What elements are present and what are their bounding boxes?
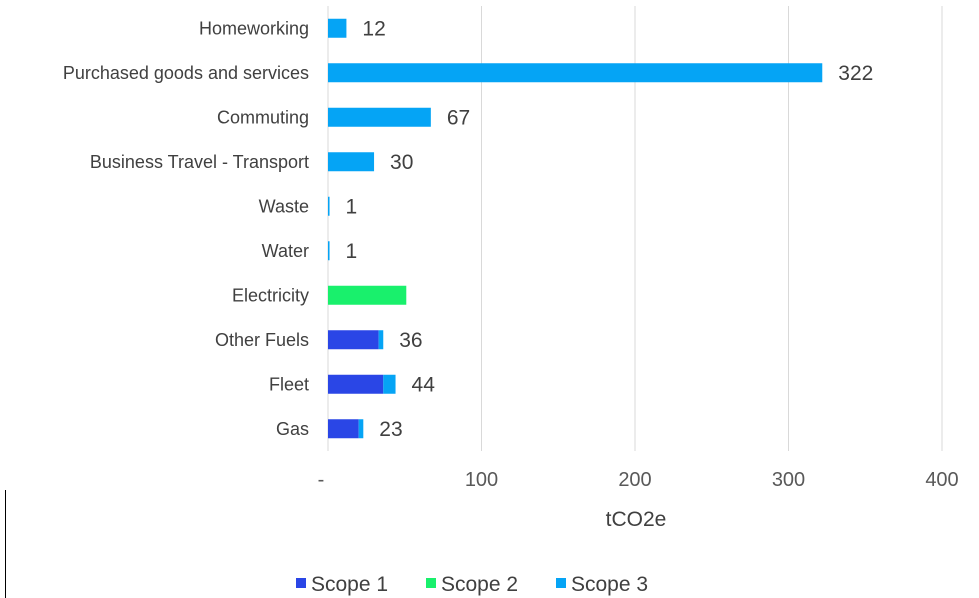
x-tick-label: 100 (465, 469, 498, 491)
data-label: 30 (390, 151, 413, 174)
category-label: Homeworking (199, 18, 309, 38)
x-tick-label: - (318, 469, 325, 491)
bar-scope-1 (328, 330, 379, 349)
bars (328, 19, 822, 439)
x-tick-labels: - 100 200 300 400 (318, 469, 959, 491)
x-tick-label: 400 (925, 469, 958, 491)
bar-scope-1 (328, 375, 383, 394)
data-label: 12 (362, 17, 385, 40)
legend-swatch (556, 578, 566, 588)
category-labels: Homeworking Purchased goods and services C… (63, 18, 309, 439)
data-label: 1 (346, 240, 358, 263)
data-label: 23 (379, 418, 402, 441)
category-label: Business Travel - Transport (90, 152, 309, 172)
category-label: Fleet (269, 374, 309, 394)
bar-scope-3 (379, 330, 384, 349)
category-label: Other Fuels (215, 330, 309, 350)
bar-scope-3 (328, 152, 374, 171)
bar-scope-3 (328, 63, 822, 82)
bar-scope-1 (328, 419, 359, 438)
legend: Scope 1 Scope 2 Scope 3 (296, 573, 648, 596)
category-label: Gas (276, 419, 309, 439)
legend-label: Scope 3 (571, 573, 648, 596)
data-label: 67 (447, 106, 470, 129)
bar-scope-3 (328, 108, 431, 127)
bar-scope-2 (328, 286, 406, 305)
category-label: Electricity (232, 285, 309, 305)
legend-swatch (426, 578, 436, 588)
category-label: Purchased goods and services (63, 63, 309, 83)
category-label: Waste (259, 196, 309, 216)
x-axis-title: tCO2e (606, 508, 667, 531)
category-label: Water (262, 241, 309, 261)
bar-scope-3 (328, 241, 330, 260)
legend-swatch (296, 578, 306, 588)
bar-scope-3 (359, 419, 364, 438)
x-tick-label: 300 (772, 469, 805, 491)
x-tick-label: 200 (618, 469, 651, 491)
data-label: 36 (399, 329, 422, 352)
legend-label: Scope 2 (441, 573, 518, 596)
bar-scope-3 (328, 19, 346, 38)
data-label: 322 (838, 62, 873, 85)
data-label: 1 (346, 195, 358, 218)
legend-label: Scope 1 (311, 573, 388, 596)
data-label: 44 (412, 373, 436, 396)
bar-scope-3 (383, 375, 395, 394)
category-label: Commuting (217, 107, 309, 127)
bar-scope-3 (328, 197, 330, 216)
